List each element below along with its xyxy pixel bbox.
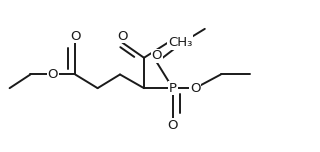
- Text: O: O: [190, 82, 200, 95]
- Text: CH₃: CH₃: [168, 36, 192, 49]
- Text: O: O: [168, 119, 178, 132]
- Text: O: O: [48, 68, 58, 81]
- Text: O: O: [70, 29, 80, 43]
- Text: O: O: [117, 29, 127, 43]
- Text: P: P: [169, 82, 177, 95]
- Text: O: O: [152, 49, 162, 62]
